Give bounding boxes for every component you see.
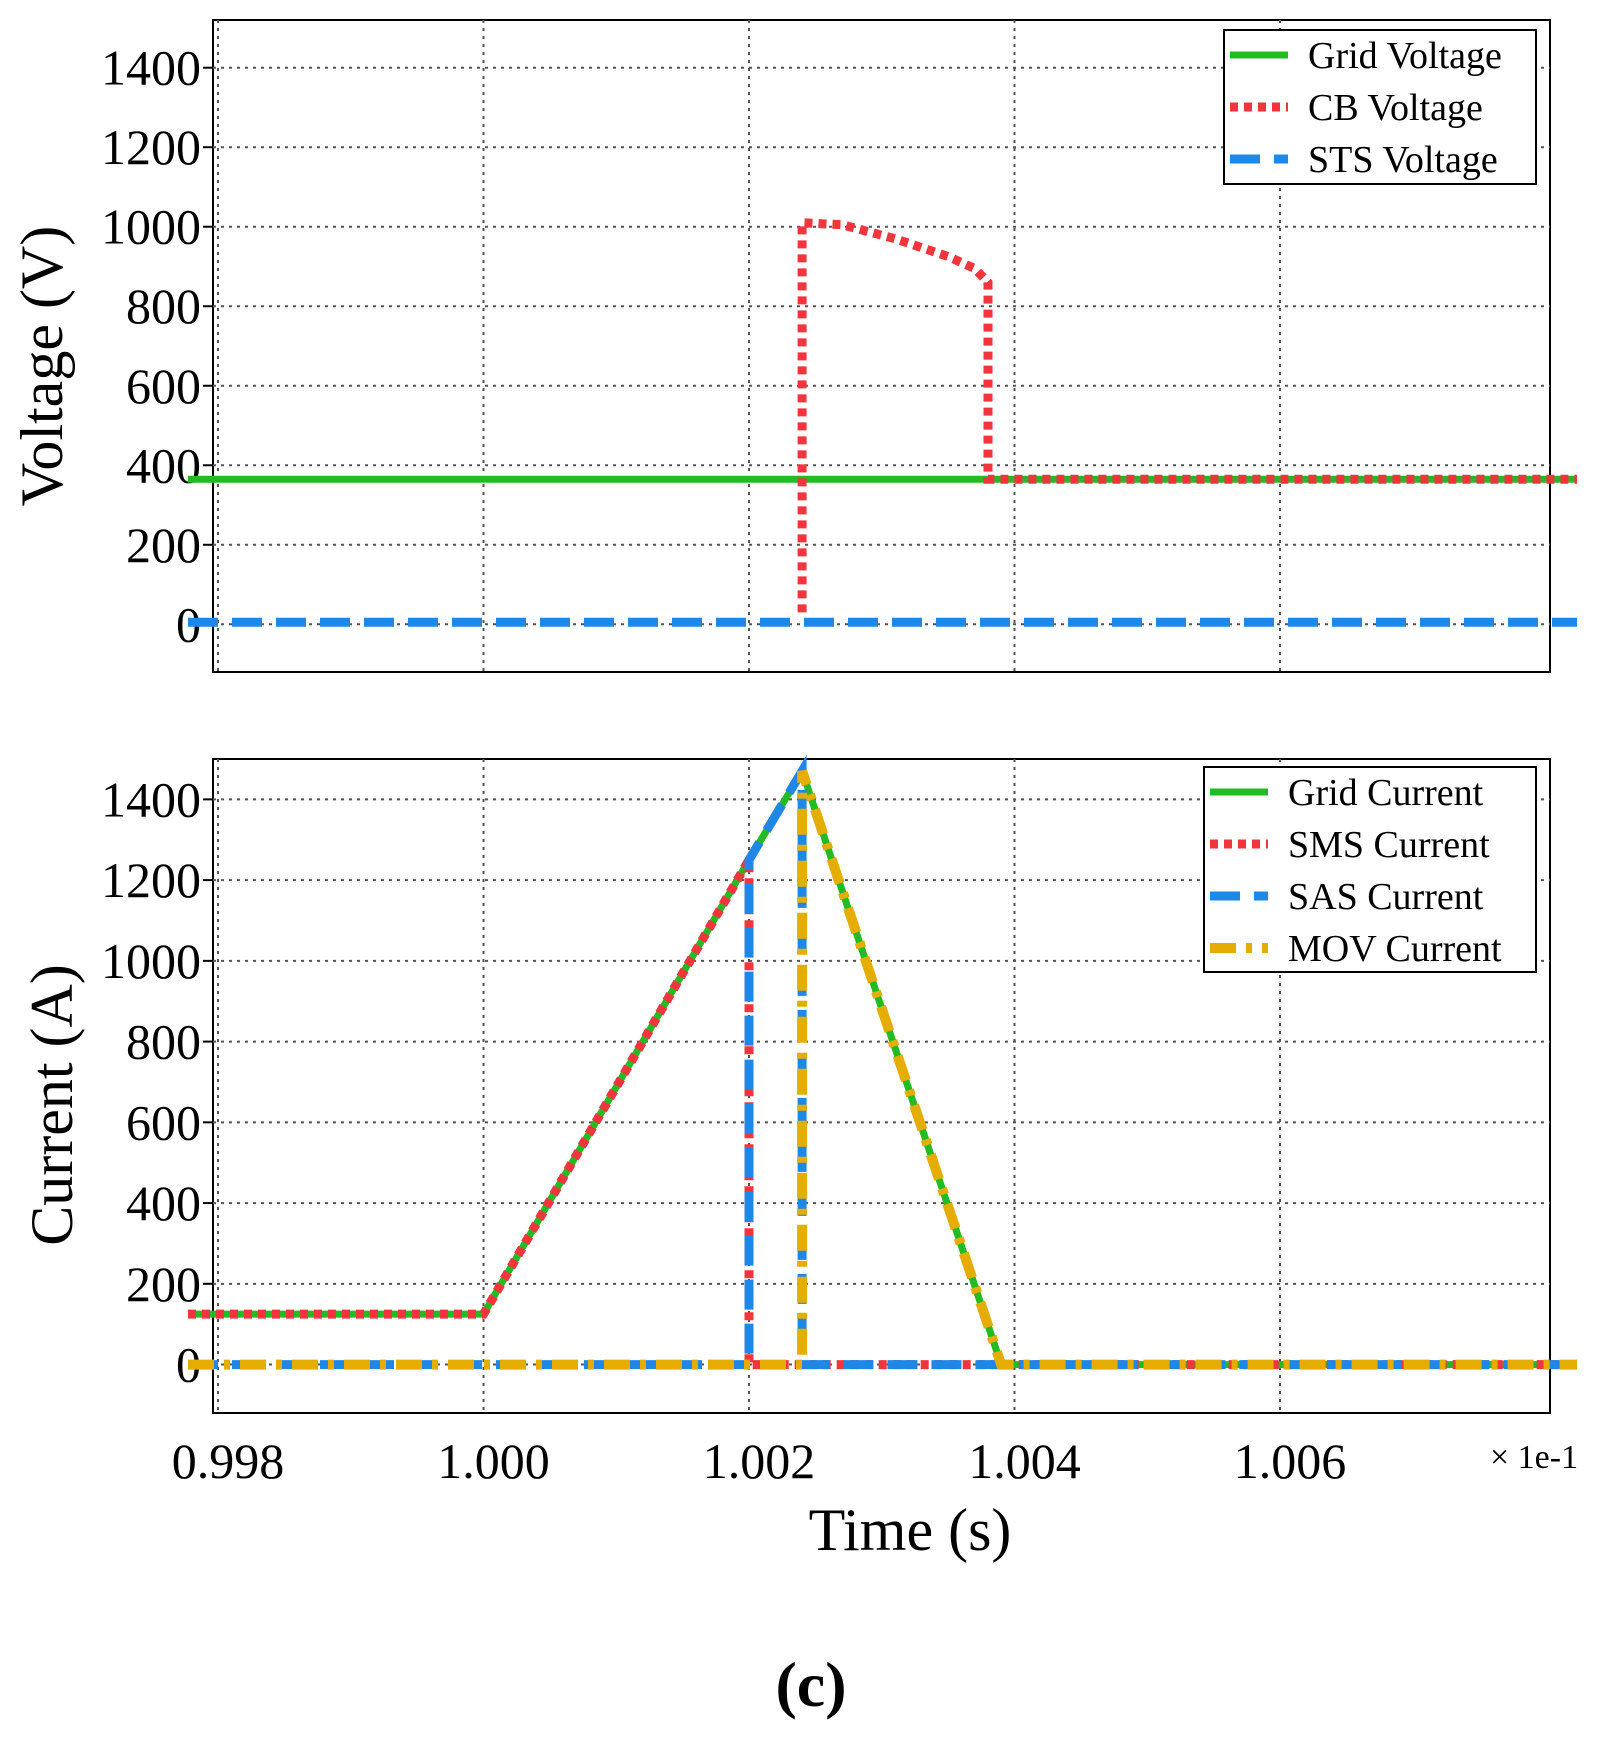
legend-label: SAS Current xyxy=(1288,876,1484,918)
legend-label: Grid Current xyxy=(1288,772,1484,814)
legend-label: MOV Current xyxy=(1288,928,1502,970)
x-tick-label: 1.000 xyxy=(437,1433,550,1489)
y-tick-label: 400 xyxy=(126,437,201,493)
x-tick-label: 0.998 xyxy=(172,1433,285,1489)
y-tick-label: 600 xyxy=(126,358,201,414)
y-tick-label: 1000 xyxy=(101,199,201,255)
y-tick-label: 800 xyxy=(126,1014,201,1070)
x-tick-label: 1.006 xyxy=(1234,1433,1347,1489)
y-tick-label: 600 xyxy=(126,1094,201,1150)
legend-label: CB Voltage xyxy=(1308,87,1483,129)
y-tick-label: 1400 xyxy=(101,771,201,827)
legend-label: SMS Current xyxy=(1288,824,1490,866)
legend: Grid Current SMS Current SAS Current MOV Cu… xyxy=(1203,766,1537,973)
y-tick-label: 1200 xyxy=(101,119,201,175)
x-axis-multiplier: × 1e-1 xyxy=(1490,1439,1578,1476)
y-tick-label: 800 xyxy=(126,278,201,334)
legend-label: Grid Voltage xyxy=(1308,35,1502,77)
series-line-cb-voltage xyxy=(797,218,1577,613)
y-tick-label: 1200 xyxy=(101,852,201,908)
series-line-sas-current xyxy=(188,754,1577,1370)
y-axis-title: Current (A) xyxy=(19,964,85,1246)
y-tick-label: 400 xyxy=(126,1175,201,1231)
x-tick-label: 1.004 xyxy=(968,1433,1081,1489)
x-tick-label: 1.002 xyxy=(703,1433,816,1489)
y-tick-label: 200 xyxy=(126,517,201,573)
series-line-mov-current xyxy=(188,769,1577,1370)
legend: Grid Voltage CB Voltage STS Voltage xyxy=(1223,29,1537,185)
figure-label: (c) xyxy=(775,1649,846,1720)
y-axis-title: Voltage (V) xyxy=(9,226,75,507)
y-tick-label: 1000 xyxy=(101,933,201,989)
legend-box xyxy=(1203,766,1537,973)
legend-label: STS Voltage xyxy=(1308,139,1498,181)
y-tick-label: 200 xyxy=(126,1256,201,1312)
x-axis-title: Time (s) xyxy=(809,1497,1012,1563)
y-tick-label: 1400 xyxy=(101,40,201,96)
